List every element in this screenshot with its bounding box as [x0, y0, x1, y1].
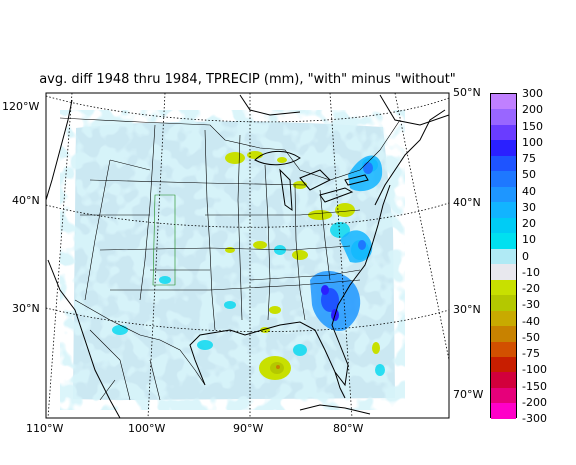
lat-label-right-40n: 40°N	[453, 196, 481, 209]
political-borders	[59, 117, 401, 401]
colorbar-segment	[491, 264, 516, 280]
colorbar-tick-label: 200	[522, 103, 543, 117]
lat-line-40n	[46, 202, 449, 228]
lat-label-right-30n: 30°N	[453, 303, 481, 316]
colorbar-segment	[491, 202, 516, 218]
colorbar-segment	[491, 372, 516, 388]
colorbar-segment	[491, 155, 516, 172]
colorbar-tick-label: 300	[522, 87, 543, 100]
negative-yellow-patches	[225, 151, 380, 380]
lat-label-left-30n: 30°N	[12, 302, 40, 315]
colorbar-tick-label: -100	[522, 363, 547, 377]
colorbar-segment	[491, 233, 516, 249]
colorbar-tick-label: -75	[522, 347, 540, 360]
colorbar-tick-label: -150	[522, 379, 547, 393]
colorbar-tick-label: 50	[522, 168, 536, 182]
colorbar-segment	[491, 124, 516, 141]
colorbar-tick-label: 10	[522, 233, 536, 247]
graticule	[46, 93, 449, 418]
colorbar-segment	[491, 341, 516, 357]
colorbar-segment	[491, 248, 516, 265]
lon-label-80w: 80°W	[333, 422, 364, 435]
colorbar-tick-label: -20	[522, 282, 540, 295]
colorbar-segment	[491, 140, 516, 156]
colorbar-segment	[491, 387, 516, 404]
colorbar-tick-label: -40	[522, 314, 540, 328]
colorbar-segment	[491, 295, 516, 311]
lon-label-100w: 100°W	[128, 422, 166, 435]
colorbar-tick-label: 75	[522, 152, 536, 165]
colorbar-tick-label: 150	[522, 119, 543, 133]
colorbar-tick-label: -200	[522, 395, 547, 409]
coastlines	[46, 94, 449, 418]
colorbar-tick-label: 20	[522, 217, 536, 230]
lat-label-right-50n: 50°N	[453, 86, 481, 99]
lon-label-90w: 90°W	[233, 422, 264, 435]
colorbar-tick-label: 40	[522, 184, 536, 198]
colorbar-segment	[491, 326, 516, 342]
lat-label-left-40n: 40°N	[12, 194, 40, 207]
lon-label-110w: 110°W	[26, 422, 64, 435]
colorbar-segment	[491, 356, 516, 373]
colorbar-tick-label: -30	[522, 298, 540, 312]
lat-line-50n	[46, 95, 449, 123]
colorbar-segment	[491, 94, 516, 110]
lon-label-120w: 120°W	[2, 100, 40, 113]
colorbar-tick-label: -50	[522, 330, 540, 344]
colorbar-tick-label: -300	[522, 412, 547, 425]
colorbar-segment	[491, 109, 516, 125]
colorbar-tick-label: -10	[522, 265, 540, 279]
colorbar-tick-label: 0	[522, 249, 529, 263]
colorbar-segment	[491, 310, 516, 327]
lat-line-30n	[46, 307, 449, 332]
colorbar	[490, 93, 517, 419]
lon-label-70w: 70°W	[453, 388, 484, 401]
colorbar-segment	[491, 171, 516, 187]
colorbar-tick-label: 100	[522, 135, 543, 149]
positive-blue-region	[310, 155, 383, 331]
colorbar-segment	[491, 403, 516, 419]
colorbar-segment	[491, 217, 516, 234]
map-title: avg. diff 1948 thru 1984, TPRECIP (mm), …	[39, 72, 456, 87]
colorbar-tick-label: 30	[522, 200, 536, 214]
colorbar-segment	[491, 186, 516, 203]
colorbar-segment	[491, 279, 516, 296]
